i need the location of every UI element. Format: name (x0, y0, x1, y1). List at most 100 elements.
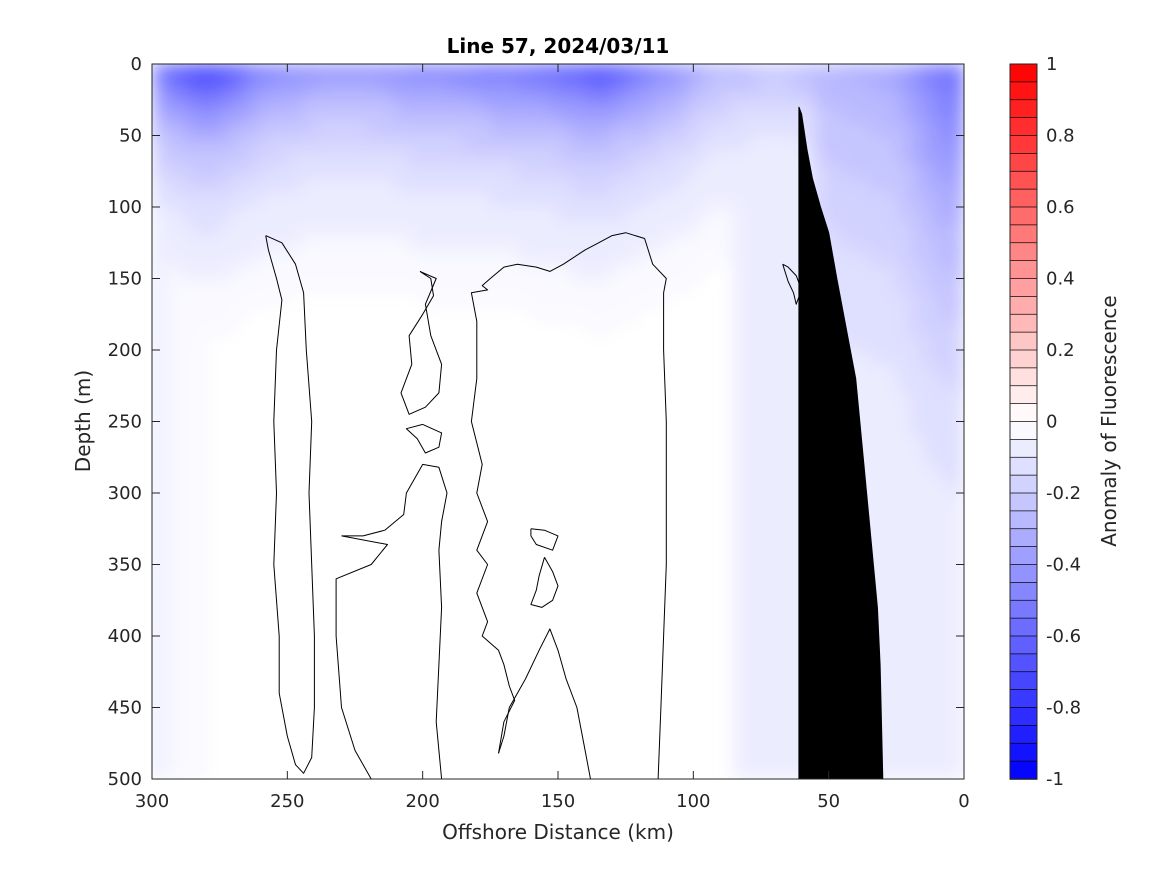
heatmap-cell (273, 249, 288, 265)
heatmap-cell (774, 278, 789, 294)
heatmap-cell (368, 121, 383, 137)
heatmap-cell (923, 507, 938, 523)
colorbar-swatch (1009, 742, 1038, 762)
heatmap-cell (152, 736, 167, 751)
heatmap-cell (855, 264, 870, 280)
heatmap-cell (490, 78, 505, 94)
heatmap-cell (192, 121, 207, 137)
heatmap-cell (327, 64, 343, 79)
colorbar-tick-label: 0 (1046, 412, 1057, 433)
heatmap-cell (558, 78, 573, 94)
heatmap-cell (909, 106, 924, 122)
heatmap-cell (260, 192, 275, 208)
heatmap-cell (909, 278, 924, 294)
heatmap-cell (219, 307, 234, 322)
heatmap-cell (869, 278, 884, 294)
heatmap-cell (869, 478, 884, 494)
heatmap-cell (246, 149, 261, 165)
heatmap-cell (192, 521, 207, 537)
heatmap-cell (233, 121, 248, 137)
heatmap-cell (639, 164, 654, 179)
heatmap-cell (815, 135, 830, 151)
x-tick-label: 200 (405, 791, 439, 812)
colorbar-swatch (1009, 81, 1038, 101)
heatmap-cell (896, 307, 911, 322)
heatmap-cell (152, 636, 167, 651)
heatmap-cell (950, 621, 964, 637)
heatmap-cell (923, 678, 938, 694)
heatmap-cell (192, 450, 207, 465)
heatmap-cell (869, 421, 884, 437)
heatmap-cell (368, 221, 383, 237)
heatmap-cell (625, 135, 640, 151)
heatmap-cell (923, 535, 938, 551)
heatmap-cell (503, 264, 518, 280)
heatmap-cell (936, 521, 952, 537)
heatmap-cell (869, 135, 884, 151)
colorbar-tick-label: 0.2 (1046, 340, 1075, 361)
heatmap-cell (720, 78, 735, 94)
heatmap-cell (679, 78, 694, 94)
heatmap-cell (571, 307, 586, 322)
heatmap-cell (179, 578, 194, 594)
heatmap-cell (896, 392, 911, 408)
heatmap-cell (544, 92, 559, 108)
heatmap-cell (530, 64, 546, 79)
heatmap-cell (233, 249, 248, 265)
heatmap-cell (260, 249, 275, 265)
heatmap-cell (733, 307, 749, 322)
heatmap-cell (733, 78, 749, 94)
heatmap-cell (368, 278, 383, 294)
colorbar-swatch (1009, 599, 1038, 619)
heatmap-cell (733, 392, 749, 408)
heatmap-cell (300, 235, 315, 251)
heatmap-cell (882, 550, 897, 566)
heatmap-cell (882, 178, 897, 194)
heatmap-cell (733, 364, 749, 380)
heatmap-cell (923, 178, 938, 194)
heatmap-cell (314, 207, 329, 222)
heatmap-cell (909, 378, 924, 394)
heatmap-cell (828, 64, 843, 79)
heatmap-cell (449, 264, 464, 280)
heatmap-cell (774, 736, 789, 751)
heatmap-cell (422, 78, 437, 94)
heatmap-cell (909, 78, 924, 94)
heatmap-cell (192, 350, 207, 365)
heatmap-cell (774, 664, 789, 680)
heatmap-cell (639, 221, 654, 237)
heatmap-cell (503, 149, 518, 165)
heatmap-cell (869, 521, 884, 537)
heatmap-cell (747, 78, 762, 94)
heatmap-cell (733, 664, 749, 680)
heatmap-cell (733, 278, 749, 294)
heatmap-cell (165, 221, 180, 237)
heatmap-cell (733, 507, 749, 523)
heatmap-cell (544, 78, 559, 94)
heatmap-cell (774, 707, 789, 723)
heatmap-cell (476, 249, 491, 265)
heatmap-cell (544, 164, 559, 179)
heatmap-cell (882, 235, 897, 251)
colorbar-frame (1009, 63, 1038, 780)
heatmap-cell (612, 192, 627, 208)
heatmap-cell (801, 64, 816, 79)
heatmap-cell (923, 149, 938, 165)
heatmap-cell (936, 707, 952, 723)
heatmap-cell (314, 264, 329, 280)
heatmap-cell (192, 164, 207, 179)
heatmap-cell (287, 249, 302, 265)
heatmap-cell (503, 235, 518, 251)
heatmap-cell (530, 221, 546, 237)
heatmap-cell (355, 235, 370, 251)
heatmap-cell (855, 221, 870, 237)
x-tick-label: 50 (817, 791, 840, 812)
heatmap-cell (179, 106, 194, 122)
heatmap-cell (733, 607, 749, 623)
heatmap-cell (869, 92, 884, 108)
heatmap-cell (639, 106, 654, 122)
heatmap-cell (855, 92, 870, 108)
heatmap-cell (761, 364, 776, 380)
heatmap-cell (625, 178, 640, 194)
heatmap-cell (165, 578, 180, 594)
